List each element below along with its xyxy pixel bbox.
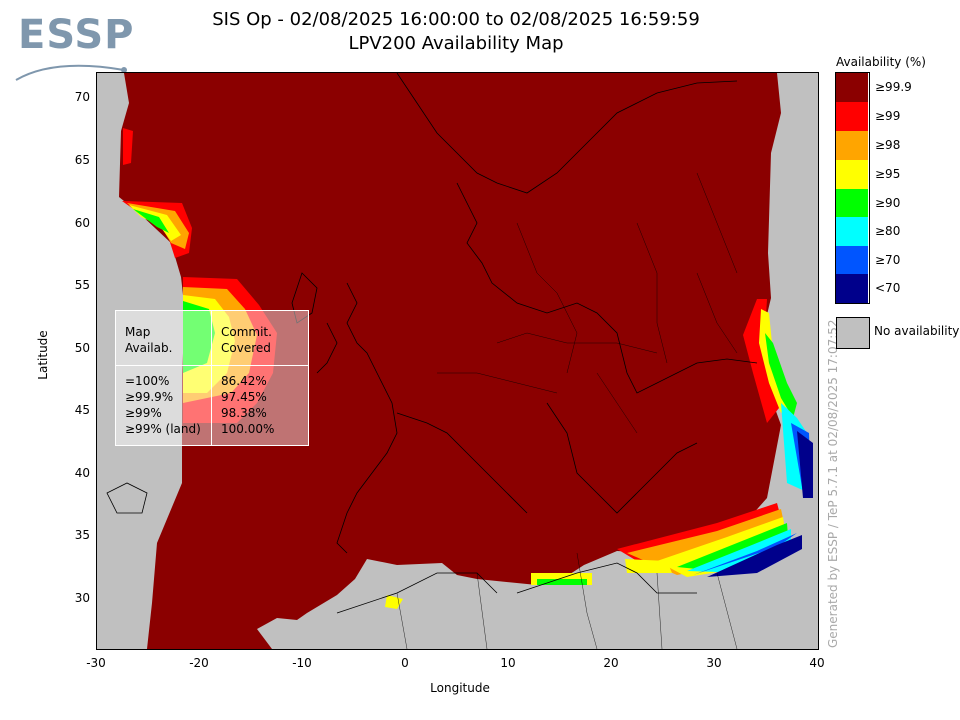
stats-table: Map Availab. Commit. Covered =100% 86.42… bbox=[115, 310, 309, 446]
legend-swatch bbox=[836, 131, 868, 160]
stats-header-commit-covered: Commit. Covered bbox=[221, 325, 272, 355]
legend-label: ≥80 bbox=[875, 224, 901, 238]
coverage-band-center-4 bbox=[183, 301, 215, 373]
y-axis-label: Latitude bbox=[36, 330, 50, 380]
stats-row-value: 98.38% bbox=[221, 406, 267, 420]
y-tick-60: 60 bbox=[74, 216, 90, 230]
stats-row-label: ≥99% (land) bbox=[125, 422, 201, 436]
legend-label: ≥98 bbox=[875, 138, 901, 152]
legend-swatch bbox=[836, 189, 868, 218]
x-axis-label: Longitude bbox=[430, 681, 490, 695]
logo-swoosh-icon bbox=[15, 64, 127, 81]
stats-row-value: 100.00% bbox=[221, 422, 275, 436]
x-tick-40: 40 bbox=[809, 656, 825, 670]
legend-swatch bbox=[836, 246, 868, 275]
legend-swatch-no-availability bbox=[836, 317, 870, 349]
y-tick-70: 70 bbox=[74, 90, 90, 104]
legend-label-no-availability: No availability bbox=[874, 324, 960, 338]
stats-row-label: ≥99.9% bbox=[125, 390, 174, 404]
y-tick-45: 45 bbox=[74, 403, 90, 417]
map-title: SIS Op - 02/08/2025 16:00:00 to 02/08/20… bbox=[212, 9, 700, 30]
coverage-band-canary bbox=[385, 595, 403, 609]
stats-row-value: 97.45% bbox=[221, 390, 267, 404]
coverage-band-libya-2 bbox=[537, 579, 587, 585]
x-tick-20: 20 bbox=[603, 656, 619, 670]
legend-label: ≥95 bbox=[875, 167, 901, 181]
legend-border bbox=[835, 72, 870, 304]
x-tick-m30: -30 bbox=[86, 656, 106, 670]
y-tick-40: 40 bbox=[74, 466, 90, 480]
generated-credit: Generated by ESSP / TeP 5.7.1 at 02/08/2… bbox=[826, 319, 840, 648]
legend-swatch bbox=[836, 160, 868, 189]
y-tick-30: 30 bbox=[74, 591, 90, 605]
availability-map bbox=[96, 72, 819, 650]
logo-text: ESSP bbox=[18, 12, 135, 58]
country-borders bbox=[396, 172, 738, 649]
legend-label: <70 bbox=[875, 281, 901, 295]
coverage-band-west-4 bbox=[133, 209, 169, 233]
stats-row-value: 86.42% bbox=[221, 374, 267, 388]
legend-swatch bbox=[836, 274, 868, 303]
coastlines bbox=[106, 73, 758, 614]
legend-title: Availability (%) bbox=[836, 55, 926, 69]
x-tick-m20: -20 bbox=[189, 656, 209, 670]
coverage-band-east-3 bbox=[765, 333, 797, 418]
y-tick-50: 50 bbox=[74, 341, 90, 355]
map-canvas bbox=[106, 73, 813, 649]
stats-row-label: ≥99% bbox=[125, 406, 162, 420]
legend-swatch bbox=[836, 102, 868, 131]
legend-label: ≥99 bbox=[875, 109, 901, 123]
legend-label: ≥99.9 bbox=[875, 80, 912, 94]
x-tick-0: 0 bbox=[401, 656, 409, 670]
stats-header-map-availability: Map Availab. bbox=[125, 325, 173, 355]
coverage-band-se-7 bbox=[707, 535, 802, 577]
essp-logo: ESSP bbox=[14, 12, 134, 82]
coverage-band-libya-3 bbox=[625, 559, 672, 573]
coverage-band-east-6 bbox=[797, 431, 813, 498]
coverage-band-west-5 bbox=[123, 128, 133, 165]
y-tick-65: 65 bbox=[74, 153, 90, 167]
stats-divider-vertical bbox=[211, 311, 212, 445]
stats-row-label: =100% bbox=[125, 374, 170, 388]
legend-label: ≥70 bbox=[875, 253, 901, 267]
x-tick-m10: -10 bbox=[292, 656, 312, 670]
y-tick-35: 35 bbox=[74, 528, 90, 542]
legend-swatch bbox=[836, 217, 868, 246]
coverage-region-main bbox=[119, 73, 781, 649]
x-tick-30: 30 bbox=[706, 656, 722, 670]
legend-label: ≥90 bbox=[875, 196, 901, 210]
stats-divider-horizontal bbox=[116, 365, 308, 366]
legend-swatch bbox=[836, 73, 868, 102]
x-tick-10: 10 bbox=[500, 656, 516, 670]
y-tick-55: 55 bbox=[74, 278, 90, 292]
map-subtitle: LPV200 Availability Map bbox=[348, 33, 564, 54]
